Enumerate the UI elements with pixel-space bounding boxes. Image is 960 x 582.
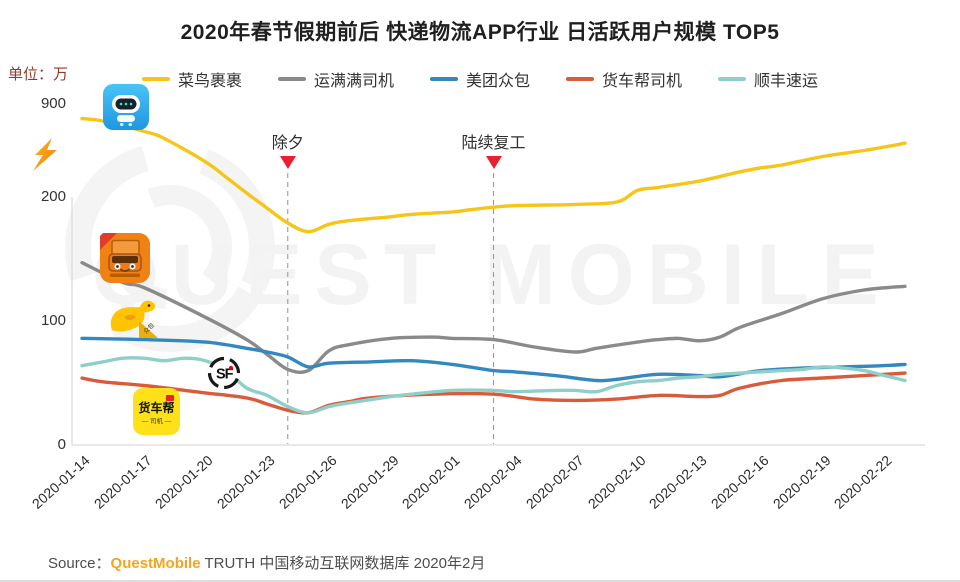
legend-item-sf: 顺丰速运: [718, 67, 818, 91]
annotation-chuxi: 除夕: [272, 129, 304, 169]
legend-swatch-cainiao: [141, 77, 170, 81]
axis-break-lightning-icon: [33, 138, 57, 171]
sf-express-logo-icon: SF: [207, 356, 241, 390]
legend-swatch-sf: [718, 77, 747, 81]
legend-item-cainiao: 菜鸟裹裹: [141, 67, 242, 91]
svg-text:— 司机 —: — 司机 —: [142, 416, 172, 425]
cainiao-guoguo-app-icon: [103, 84, 149, 130]
down-triangle-marker-icon: [485, 156, 502, 169]
y-tick-200: 200: [40, 188, 66, 205]
down-triangle-marker-icon: [279, 156, 296, 169]
legend-item-yunmanman: 运满满司机: [277, 67, 394, 91]
svg-text:货车帮: 货车帮: [138, 400, 174, 415]
legend-swatch-yunmanman: [277, 77, 306, 81]
series-line-sf-express: [80, 356, 907, 415]
yunmanman-truck-app-icon: [100, 233, 150, 283]
legend-label: 菜鸟裹裹: [177, 73, 242, 90]
y-tick-0: 0: [57, 436, 66, 453]
annotation-label: 除夕: [271, 135, 304, 152]
series-line-huochebang-driver: [80, 371, 907, 415]
svg-text:SF: SF: [216, 367, 234, 383]
legend-label: 货车帮司机: [602, 73, 683, 90]
meituan-kangaroo-icon: 众包: [110, 300, 158, 338]
source-brand: QuestMobile: [110, 555, 201, 572]
chart-title: 2020年春节假期前后 快递物流APP行业 日活跃用户规模 TOP5: [180, 21, 780, 44]
legend-swatch-huochebang: [566, 77, 594, 81]
source-rest: TRUTH 中国移动互联网数据库 2020年2月: [200, 555, 486, 572]
annotation-label: 陆续复工: [461, 135, 526, 152]
source-prefix: Source：: [48, 555, 111, 572]
legend-label: 运满满司机: [313, 73, 394, 90]
y-tick-100: 100: [40, 312, 66, 329]
huochebang-app-icon: 货车帮 — 司机 —: [133, 388, 180, 435]
series-line-cainiao-guoguo: [80, 116, 907, 234]
legend: 菜鸟裹裹 运满满司机 美团众包 货车帮司机 顺丰速运: [0, 67, 960, 91]
legend-swatch-meituan: [429, 77, 458, 81]
legend-label: 美团众包: [465, 73, 530, 90]
y-axis-unit-label: 单位：万: [8, 66, 69, 83]
legend-item-huochebang: 货车帮司机: [566, 67, 682, 91]
questmobile-text-watermark: QUEST MOBILE: [92, 227, 891, 323]
legend-label: 顺丰速运: [754, 73, 819, 90]
source-line: Source：QuestMobile TRUTH 中国移动互联网数据库 2020…: [48, 552, 485, 573]
annotation-fugong: 陆续复工: [461, 129, 526, 169]
legend-item-meituan: 美团众包: [429, 67, 530, 91]
series-line-yunmanman-driver: [80, 261, 907, 374]
bottom-divider: [0, 580, 960, 582]
y-tick-900: 900: [40, 95, 66, 112]
